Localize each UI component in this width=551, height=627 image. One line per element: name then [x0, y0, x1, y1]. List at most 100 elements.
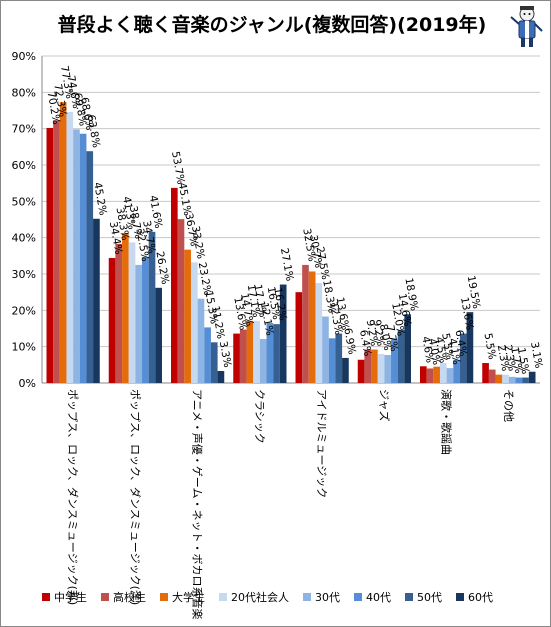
bar	[302, 264, 309, 383]
data-label: 18.3%	[320, 279, 338, 314]
legend-label: 30代	[315, 591, 340, 604]
bar	[446, 368, 454, 383]
data-labels: 70.2% 34.4% 53.7% 13.6% 6.4% 4.6% 5.5% 72.3% 38.…	[45, 65, 545, 375]
category-label: 演歌・歌謡曲	[440, 389, 454, 455]
bar	[233, 333, 240, 383]
bar	[259, 339, 267, 383]
data-label: 13.6%	[334, 296, 352, 331]
bar	[253, 320, 260, 383]
bar	[433, 366, 440, 383]
data-label: 34.7%	[140, 220, 158, 255]
legend-swatch	[219, 593, 227, 601]
data-label: 6.9%	[341, 327, 357, 355]
bar	[210, 342, 218, 383]
data-label: 34.4%	[107, 221, 125, 256]
data-label: 72.3%	[51, 83, 69, 118]
bar	[420, 366, 427, 383]
category-labels: ポップス、ロック、ダンスミュージック(邦) ポップス、ロック、ダンスミュージック(…	[66, 389, 515, 619]
bar	[515, 377, 523, 383]
data-label: 4.5%	[433, 336, 449, 364]
data-label: 11.2%	[209, 305, 227, 340]
data-label: 53.7%	[169, 150, 187, 185]
category-label: クラシック	[253, 389, 266, 444]
data-label: 41.3%	[120, 196, 138, 231]
bar	[384, 355, 392, 383]
data-label: 12.1%	[258, 302, 276, 337]
data-label: 4.0%	[426, 338, 442, 366]
bar	[357, 359, 365, 383]
bar	[528, 371, 536, 383]
bar	[177, 219, 185, 383]
bar	[86, 151, 94, 383]
bar	[171, 187, 178, 383]
bar	[279, 284, 287, 383]
bar	[239, 329, 247, 383]
bar	[53, 120, 60, 383]
bar	[142, 256, 149, 383]
data-label: 38.3%	[113, 206, 131, 241]
legend-label: 50代	[417, 591, 442, 604]
bar	[79, 133, 87, 383]
data-label: 16.5%	[265, 286, 283, 321]
bar	[453, 359, 460, 383]
data-label: 27.1%	[278, 247, 296, 282]
legend-label: 20代社会人	[231, 590, 289, 604]
bar	[328, 338, 336, 383]
data-label: 5.5%	[481, 332, 497, 360]
legend-swatch	[456, 593, 464, 601]
legend-swatch	[354, 593, 362, 601]
data-label: 7.7%	[384, 324, 400, 352]
y-tick-label: 10%	[12, 341, 36, 354]
bar	[502, 374, 509, 383]
bar	[135, 264, 143, 383]
data-label: 6.4%	[357, 329, 373, 357]
bar	[322, 316, 329, 383]
category-label: ポップス、ロック、ダンスミュージック(洋)	[128, 389, 142, 605]
y-tick-label: 70%	[12, 123, 36, 136]
bar	[93, 218, 100, 383]
bar	[246, 320, 254, 383]
data-label: 17.1%	[245, 283, 263, 318]
data-label: 2.3%	[495, 344, 511, 372]
data-label: 33.2%	[189, 225, 207, 260]
bar	[466, 312, 474, 383]
data-label: 14.6%	[396, 293, 414, 328]
y-tick-label: 90%	[12, 50, 36, 63]
data-label: 38.7%	[127, 205, 145, 240]
data-label: 14.7%	[238, 292, 256, 327]
category-label: その他	[502, 389, 515, 422]
legend-swatch	[405, 593, 413, 601]
chart-title: 普段よく聴く音楽のジャンル(複数回答)(2019年)	[58, 13, 487, 36]
legend-label: 60代	[468, 591, 493, 604]
bar	[46, 127, 54, 383]
category-label: ポップス、ロック、ダンスミュージック(邦)	[66, 389, 80, 605]
bar	[364, 349, 372, 383]
data-label: 4.1%	[446, 337, 462, 365]
bar	[115, 243, 123, 383]
bar	[371, 349, 378, 383]
y-axis: 0% 10% 20% 30% 40% 50% 60% 70% 80% 90%	[12, 50, 540, 390]
data-label: 16.2%	[271, 287, 289, 322]
legend-label: 40代	[366, 591, 391, 604]
data-label: 36.7%	[182, 212, 200, 247]
bar	[155, 287, 162, 383]
bar	[482, 363, 489, 383]
bar	[266, 323, 274, 383]
data-label: 9.2%	[370, 319, 386, 347]
mascot-illustration	[510, 6, 543, 47]
bars	[46, 102, 536, 383]
data-label: 4.6%	[419, 335, 435, 363]
category-label: アニメ・声優・ゲーム・ネット・ボカロ系音楽	[191, 389, 205, 619]
data-label: 13.6%	[458, 296, 476, 331]
data-label: 70.2%	[45, 91, 63, 126]
bar	[59, 102, 67, 383]
bar	[148, 231, 156, 383]
data-label: 19.5%	[465, 275, 483, 310]
legend-label: 中学生	[54, 590, 87, 604]
data-label: 2.3%	[501, 344, 517, 372]
y-tick-label: 30%	[12, 268, 36, 281]
data-label: 9.2%	[364, 319, 380, 347]
data-label: 17.1%	[251, 283, 269, 318]
data-label: 12.0%	[389, 302, 407, 337]
